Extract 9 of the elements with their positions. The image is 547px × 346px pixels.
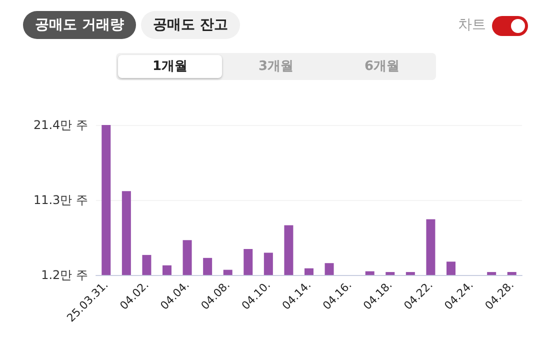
- text: 차트: [458, 16, 486, 34]
- text: 공매도 잔고: [141, 11, 240, 39]
- y-tick-label: 11.3만 주: [33, 193, 88, 207]
- text: 공매도 거래량: [23, 11, 136, 39]
- y-tick-label: 1.2만 주: [41, 268, 88, 282]
- text: 1개월: [118, 55, 222, 78]
- text: 6개월: [363, 58, 401, 76]
- y-tick-label: 21.4만 주: [33, 118, 88, 132]
- text: 3개월: [257, 58, 295, 76]
